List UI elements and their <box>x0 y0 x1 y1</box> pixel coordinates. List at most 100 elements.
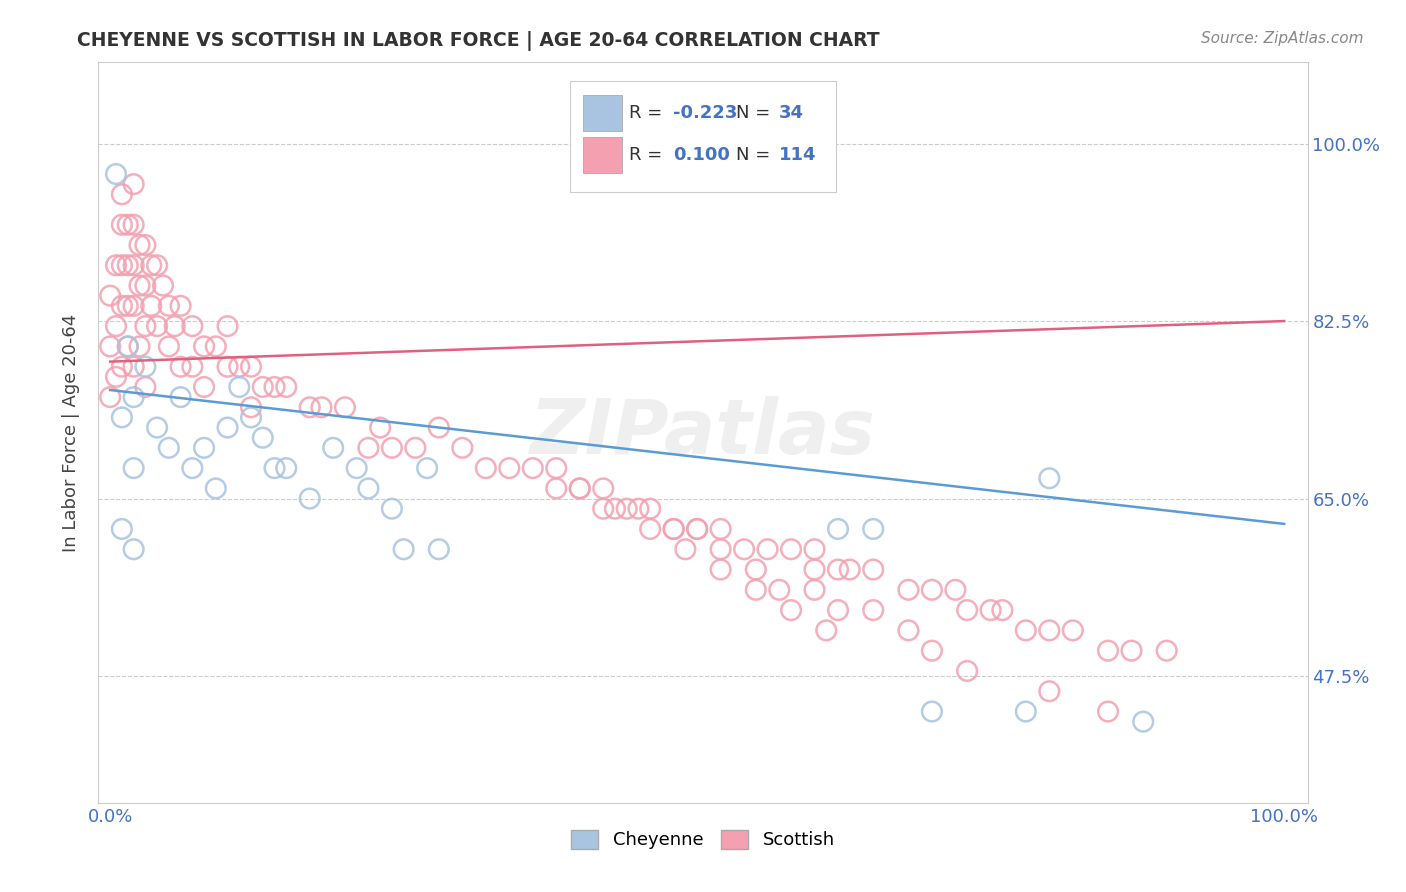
Point <box>157 299 180 313</box>
Point <box>991 603 1014 617</box>
Point <box>98 339 121 353</box>
Point <box>638 522 661 536</box>
Point <box>546 482 568 496</box>
Point <box>169 299 191 313</box>
Point <box>217 420 239 434</box>
FancyBboxPatch shape <box>583 136 621 173</box>
Point <box>745 562 768 576</box>
Point <box>217 359 239 374</box>
Point <box>862 562 884 576</box>
Point <box>1132 714 1154 729</box>
Point <box>921 582 943 597</box>
Point <box>134 380 156 394</box>
Point <box>240 410 263 425</box>
Point <box>146 319 169 334</box>
Point <box>803 562 825 576</box>
Point <box>815 624 838 638</box>
Point <box>122 177 145 191</box>
Point <box>897 624 920 638</box>
Point <box>945 582 967 597</box>
FancyBboxPatch shape <box>583 95 621 131</box>
Point <box>1097 705 1119 719</box>
Point <box>111 359 134 374</box>
Point <box>252 380 274 394</box>
Point <box>122 299 145 313</box>
Point <box>117 339 139 353</box>
Point <box>1015 705 1038 719</box>
Point <box>392 542 415 557</box>
Point <box>522 461 544 475</box>
Point <box>157 339 180 353</box>
Point <box>638 501 661 516</box>
Point <box>152 278 174 293</box>
Point <box>276 461 298 475</box>
Point <box>263 461 285 475</box>
Text: R =: R = <box>630 146 668 164</box>
Point <box>686 522 709 536</box>
Point <box>105 369 128 384</box>
Point <box>673 542 696 557</box>
Point <box>117 299 139 313</box>
Point <box>733 542 755 557</box>
Point <box>838 562 860 576</box>
Point <box>298 401 321 415</box>
Point <box>181 319 204 334</box>
Point <box>616 501 638 516</box>
Point <box>141 258 163 272</box>
Point <box>1062 624 1084 638</box>
Point <box>603 501 626 516</box>
Point <box>862 603 884 617</box>
Legend: Cheyenne, Scottish: Cheyenne, Scottish <box>564 823 842 856</box>
Point <box>592 482 614 496</box>
Point <box>122 359 145 374</box>
Point <box>686 522 709 536</box>
Point <box>105 319 128 334</box>
Point <box>381 501 404 516</box>
Point <box>193 441 215 455</box>
Point <box>117 258 139 272</box>
Point <box>263 380 285 394</box>
Point <box>1156 643 1178 657</box>
Point <box>169 390 191 404</box>
FancyBboxPatch shape <box>569 81 837 192</box>
Point <box>827 522 849 536</box>
Point <box>240 359 263 374</box>
Point <box>1121 643 1143 657</box>
Point <box>756 542 779 557</box>
Point <box>1015 624 1038 638</box>
Point <box>193 339 215 353</box>
Point <box>627 501 650 516</box>
Point <box>980 603 1002 617</box>
Point <box>322 441 344 455</box>
Point <box>862 522 884 536</box>
Point <box>921 705 943 719</box>
Point <box>122 390 145 404</box>
Point <box>956 664 979 678</box>
Point <box>117 218 139 232</box>
Point <box>181 359 204 374</box>
Point <box>157 441 180 455</box>
Point <box>146 258 169 272</box>
Text: CHEYENNE VS SCOTTISH IN LABOR FORCE | AGE 20-64 CORRELATION CHART: CHEYENNE VS SCOTTISH IN LABOR FORCE | AG… <box>77 31 880 51</box>
Point <box>1097 643 1119 657</box>
Text: -0.223: -0.223 <box>673 103 737 122</box>
Point <box>193 380 215 394</box>
Text: ZIPatlas: ZIPatlas <box>530 396 876 469</box>
Point <box>252 431 274 445</box>
Point <box>111 187 134 202</box>
Point <box>276 380 298 394</box>
Point <box>780 603 803 617</box>
Point <box>134 278 156 293</box>
Point <box>240 401 263 415</box>
Point <box>122 218 145 232</box>
Point <box>98 289 121 303</box>
Point <box>803 582 825 597</box>
Point <box>451 441 474 455</box>
Point <box>1038 624 1060 638</box>
Point <box>128 339 150 353</box>
Point <box>134 238 156 252</box>
Point <box>427 420 450 434</box>
Point <box>117 339 139 353</box>
Point <box>546 461 568 475</box>
Text: N =: N = <box>735 146 776 164</box>
